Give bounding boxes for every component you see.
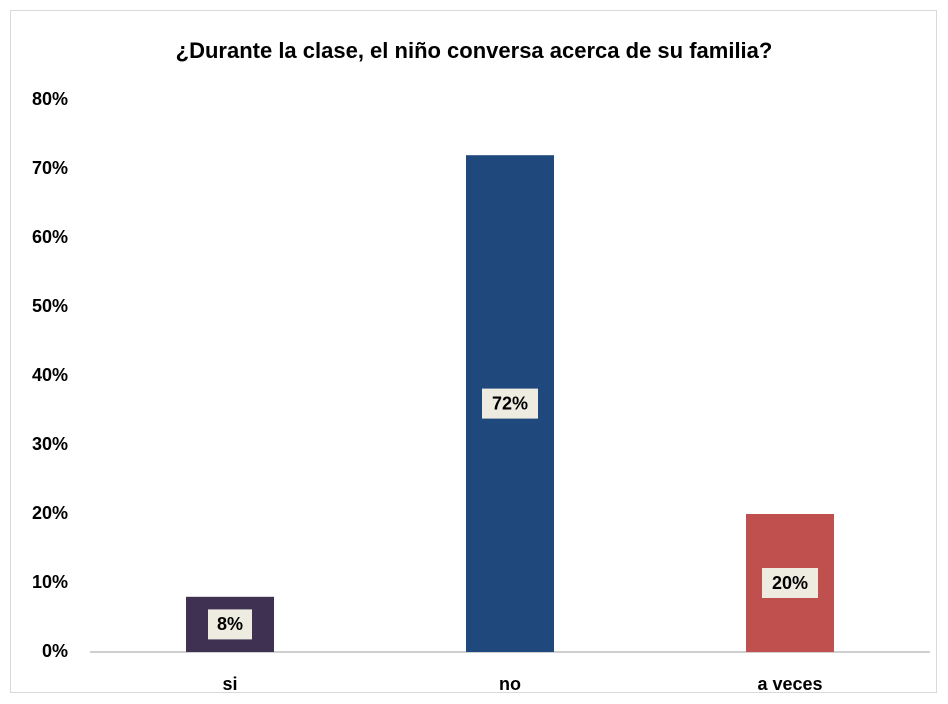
chart-title: ¿Durante la clase, el niño conversa acer… [176,38,773,63]
data-label-box [208,609,252,640]
y-tick-label: 30% [32,434,68,454]
y-tick-label: 0% [42,641,68,661]
x-tick-label: a veces [757,674,822,694]
data-label-box [482,388,538,419]
y-tick-label: 60% [32,227,68,247]
data-label: 20% [772,573,808,593]
y-tick-label: 20% [32,503,68,523]
data-label-box [762,568,818,598]
y-tick-label: 80% [32,89,68,109]
y-tick-label: 40% [32,365,68,385]
x-tick-label: no [499,674,521,694]
x-tick-label: si [222,674,237,694]
data-label: 8% [217,614,243,634]
y-tick-label: 50% [32,296,68,316]
y-tick-label: 70% [32,158,68,178]
y-tick-label: 10% [32,572,68,592]
data-label: 72% [492,393,528,413]
